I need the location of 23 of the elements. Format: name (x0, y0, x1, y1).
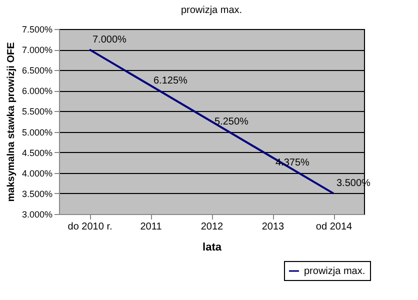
y-tick-label: 3.500% (22, 188, 52, 199)
y-tick-label: 4.000% (22, 168, 52, 178)
y-tick-label: 5.500% (22, 106, 52, 117)
y-tick-label: 7.000% (22, 45, 52, 56)
data-label: 7.000% (92, 34, 127, 46)
x-tick-label: 2012 (200, 222, 224, 232)
y-tick-label: 6.500% (22, 66, 52, 76)
y-tick-label: 6.000% (22, 86, 52, 96)
data-label: 6.125% (154, 75, 188, 86)
chart-title: prowizja max. (180, 5, 242, 16)
data-label: 5.250% (214, 116, 249, 128)
line-series (88, 48, 334, 194)
y-axis-title: maksymalna stawka prowizji OFE (6, 42, 17, 202)
x-axis-title: lata (202, 242, 222, 254)
x-tick-label: do 2010 r. (68, 222, 112, 232)
y-tick-label: 3.000% (22, 210, 52, 220)
legend-label: prowizja max. (304, 266, 366, 277)
y-tick-label: 4.500% (22, 148, 52, 158)
x-tick-label: 2013 (262, 222, 285, 232)
y-tick-label: 7.500% (22, 24, 52, 34)
y-tick-label: 5.000% (22, 127, 52, 138)
x-tick-label: 2011 (140, 222, 162, 232)
x-tick-label: od 2014 (316, 222, 353, 232)
